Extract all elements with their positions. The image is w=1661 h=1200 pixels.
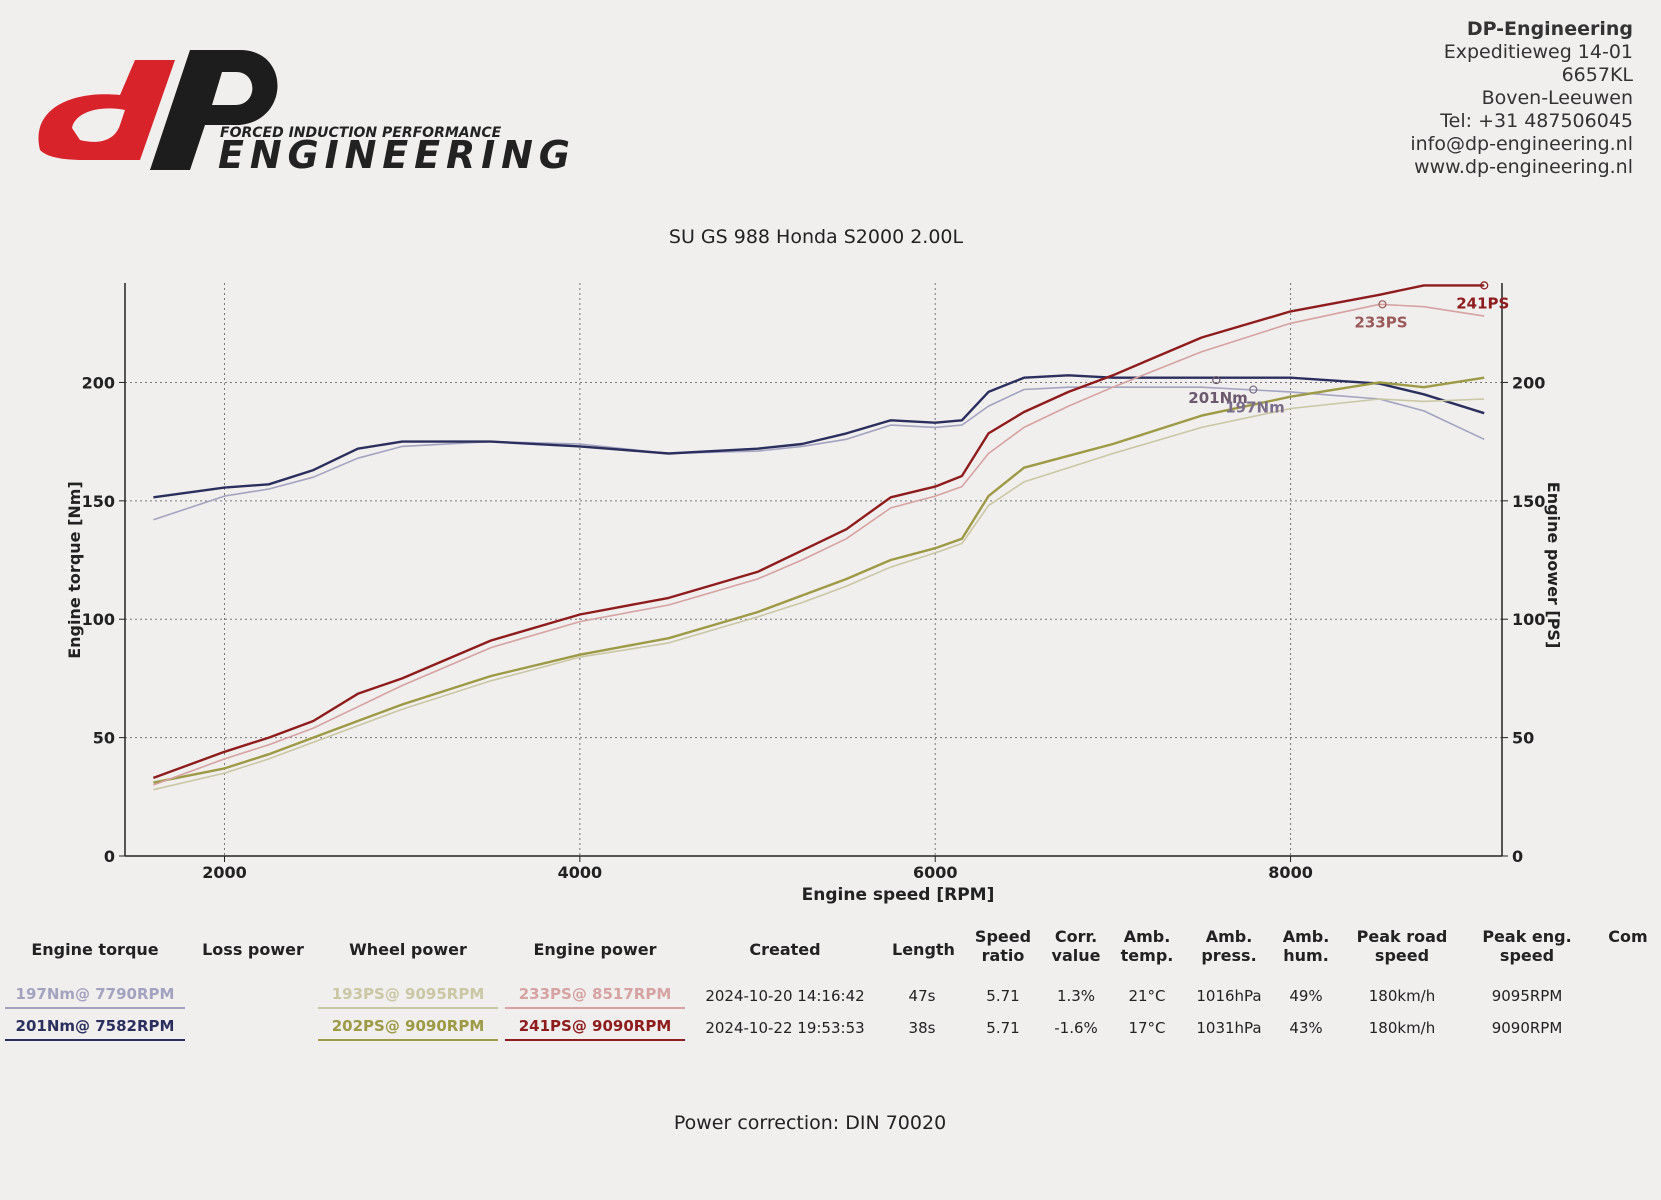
x-axis-label: Engine speed [RPM] xyxy=(802,885,995,905)
y-axis-label: Engine torque [Nm] xyxy=(65,481,84,659)
column-header: Length xyxy=(892,940,955,959)
address-line: Boven-Leeuwen xyxy=(1481,87,1633,109)
annotation-label: 201Nm xyxy=(1188,389,1248,407)
legend-entry: 193PS@ 9095RPM xyxy=(318,985,498,1009)
column-header: Amb. press. xyxy=(1201,927,1257,965)
series-line xyxy=(152,284,1485,780)
column-header: Wheel power xyxy=(349,940,467,959)
column-header: Peak road speed xyxy=(1356,927,1448,965)
address: DP-Engineering Expeditieweg 14-01 6657KL Bo… xyxy=(1410,18,1633,179)
table-cell: 47s xyxy=(908,987,936,1005)
y2-tick-label: 200 xyxy=(1512,373,1545,392)
column-header: Speed ratio xyxy=(974,927,1032,965)
annotation-marker xyxy=(1378,300,1387,309)
column-header: Amb. temp. xyxy=(1120,927,1174,965)
x-tick-label: 4000 xyxy=(558,863,603,882)
address-line: info@dp-engineering.nl xyxy=(1410,133,1633,155)
y-tick-label: 50 xyxy=(93,729,115,748)
annotation-label: 197Nm xyxy=(1225,399,1285,417)
table-cell: 9090RPM xyxy=(1491,1019,1563,1037)
column-header: Engine power xyxy=(533,940,657,959)
table-cell: 43% xyxy=(1289,1019,1323,1037)
x-tick-label: 8000 xyxy=(1268,863,1313,882)
table-cell: 5.71 xyxy=(986,987,1020,1005)
logo-d xyxy=(38,60,175,160)
y2-axis-label: Engine power [PS] xyxy=(1544,482,1563,648)
annotation-marker xyxy=(1212,375,1221,385)
table-cell: 49% xyxy=(1289,987,1323,1005)
table-cell: 38s xyxy=(908,1019,936,1037)
series-line xyxy=(153,376,1485,784)
legend-entry: 201Nm@ 7582RPM xyxy=(5,1017,185,1041)
table-cell: 1.3% xyxy=(1056,987,1096,1005)
y2-tick-label: 100 xyxy=(1512,610,1545,629)
y-tick-label: 100 xyxy=(82,610,115,629)
column-header: Amb. hum. xyxy=(1282,927,1330,965)
table-cell: 180km/h xyxy=(1368,987,1436,1005)
column-header: Loss power xyxy=(202,940,304,959)
table-cell: 5.71 xyxy=(986,1019,1020,1037)
annotation-marker xyxy=(1480,281,1489,290)
table-cell: 1031hPa xyxy=(1196,1019,1262,1037)
table-cell: 17°C xyxy=(1128,1019,1166,1037)
x-tick-label: 2000 xyxy=(202,863,247,882)
logo-p xyxy=(150,50,278,170)
legend-entry: 233PS@ 8517RPM xyxy=(505,985,685,1009)
y2-tick-label: 0 xyxy=(1512,847,1523,866)
chart-title: SU GS 988 Honda S2000 2.00L xyxy=(669,226,964,248)
table-cell: 9095RPM xyxy=(1491,987,1563,1005)
y2-tick-label: 50 xyxy=(1512,729,1534,748)
logo-word: ENGINEERING xyxy=(218,133,570,177)
series-line xyxy=(153,398,1485,791)
logo: FORCED INDUCTION PERFORMANCE ENGINEERING xyxy=(38,50,570,177)
address-line: Tel: +31 487506045 xyxy=(1440,110,1633,132)
address-line: 6657KL xyxy=(1561,64,1633,86)
x-tick-label: 6000 xyxy=(913,863,958,882)
table-cell: 2024-10-22 19:53:53 xyxy=(705,1019,865,1037)
y-tick-label: 150 xyxy=(82,492,115,511)
y2-tick-label: 150 xyxy=(1512,492,1545,511)
table-cell: 1016hPa xyxy=(1196,987,1262,1005)
legend-entry: 202PS@ 9090RPM xyxy=(318,1017,498,1041)
annotation-label: 241PS xyxy=(1456,294,1509,312)
table-cell: 21°C xyxy=(1128,987,1166,1005)
table-cell: 180km/h xyxy=(1368,1019,1436,1037)
table-cell: -1.6% xyxy=(1054,1019,1098,1037)
column-header: Com xyxy=(1608,927,1648,946)
table-cell: 2024-10-20 14:16:42 xyxy=(705,987,865,1005)
address-line: Expeditieweg 14-01 xyxy=(1443,41,1633,63)
legend-entry: 197Nm@ 7790RPM xyxy=(5,985,185,1009)
annotation-marker xyxy=(1249,385,1258,394)
series-line xyxy=(153,386,1485,521)
column-header: Engine torque xyxy=(31,940,159,959)
logo-tagline: FORCED INDUCTION PERFORMANCE xyxy=(220,125,502,141)
y-tick-label: 200 xyxy=(82,373,115,392)
column-header: Peak eng. speed xyxy=(1482,927,1572,965)
column-header: Corr. value xyxy=(1051,927,1101,965)
firm-name: DP-Engineering xyxy=(1466,18,1633,40)
y-tick-label: 0 xyxy=(104,847,115,866)
annotation-label: 233PS xyxy=(1354,313,1407,331)
footer: Power correction: DIN 70020 xyxy=(673,1112,947,1134)
series-line xyxy=(153,374,1485,499)
series-line xyxy=(153,303,1485,786)
column-header: Created xyxy=(749,940,821,959)
legend-entry: 241PS@ 9090RPM xyxy=(505,1017,685,1041)
address-line: www.dp-engineering.nl xyxy=(1414,156,1633,178)
